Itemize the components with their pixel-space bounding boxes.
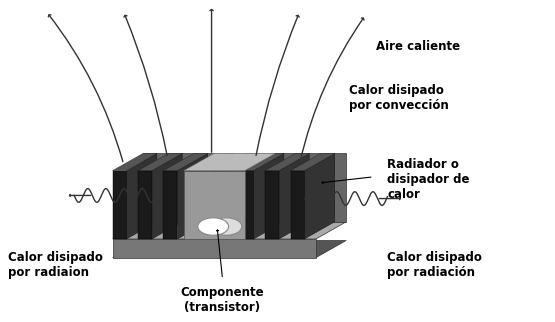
Text: Calor disipado
por radiación: Calor disipado por radiación — [387, 251, 482, 279]
Text: Calor disipado
por convección: Calor disipado por convección — [349, 84, 448, 112]
Polygon shape — [305, 154, 335, 239]
Polygon shape — [113, 239, 316, 258]
Polygon shape — [279, 154, 309, 239]
Polygon shape — [228, 154, 259, 239]
Polygon shape — [189, 171, 203, 239]
Polygon shape — [164, 154, 208, 171]
Text: Aire caliente: Aire caliente — [376, 40, 461, 53]
Polygon shape — [113, 241, 346, 258]
Polygon shape — [203, 154, 233, 239]
Text: Componente
(transistor): Componente (transistor) — [181, 286, 264, 314]
Circle shape — [211, 218, 242, 235]
Polygon shape — [214, 171, 228, 239]
Polygon shape — [113, 222, 346, 239]
Text: Radiador o
disipador de
calor: Radiador o disipador de calor — [387, 158, 470, 201]
Polygon shape — [127, 154, 157, 239]
Polygon shape — [138, 171, 152, 239]
Polygon shape — [265, 154, 309, 171]
Polygon shape — [138, 154, 182, 171]
Polygon shape — [240, 154, 284, 171]
Polygon shape — [254, 154, 284, 239]
Text: Calor disipado
por radiaion: Calor disipado por radiaion — [8, 251, 103, 279]
Circle shape — [198, 218, 229, 235]
Polygon shape — [184, 154, 275, 171]
Polygon shape — [178, 154, 208, 239]
Polygon shape — [214, 154, 259, 171]
Polygon shape — [189, 154, 233, 171]
Polygon shape — [184, 171, 245, 239]
Polygon shape — [291, 171, 305, 239]
Polygon shape — [265, 171, 279, 239]
Polygon shape — [152, 154, 182, 239]
Polygon shape — [291, 154, 335, 171]
Polygon shape — [164, 171, 178, 239]
Polygon shape — [240, 171, 254, 239]
Polygon shape — [113, 154, 157, 171]
Polygon shape — [113, 171, 127, 239]
Polygon shape — [143, 154, 346, 222]
